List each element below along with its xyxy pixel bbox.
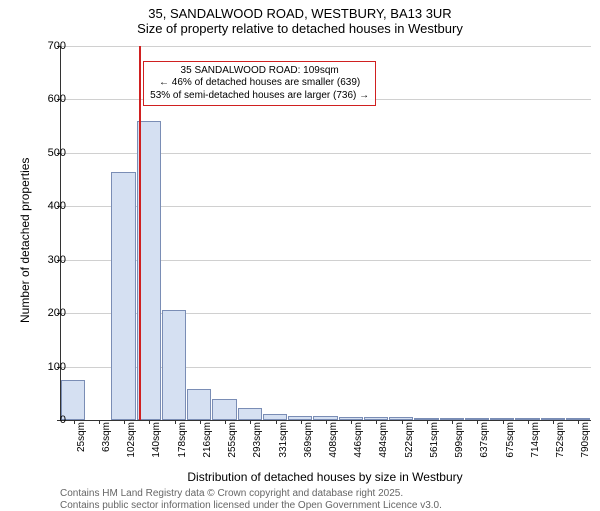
- chart-plot-area: 35 SANDALWOOD ROAD: 109sqm← 46% of detac…: [60, 46, 591, 421]
- x-tick-label: 63sqm: [101, 422, 112, 466]
- x-tick-label: 255sqm: [227, 422, 238, 466]
- y-tick-label: 600: [36, 93, 66, 105]
- x-tick-label: 102sqm: [126, 422, 137, 466]
- y-tick-label: 500: [36, 147, 66, 159]
- x-tick-label: 484sqm: [378, 422, 389, 466]
- x-tick-label: 25sqm: [76, 422, 87, 466]
- y-tick-label: 100: [36, 361, 66, 373]
- y-axis-label: Number of detached properties: [18, 158, 32, 323]
- y-tick-label: 400: [36, 200, 66, 212]
- x-tick-label: 408sqm: [328, 422, 339, 466]
- x-tick-label: 331sqm: [278, 422, 289, 466]
- histogram-bar: [238, 408, 262, 420]
- y-tick-label: 0: [36, 414, 66, 426]
- annotation-box: 35 SANDALWOOD ROAD: 109sqm← 46% of detac…: [143, 61, 376, 107]
- histogram-bar: [162, 310, 186, 420]
- annotation-line: ← 46% of detached houses are smaller (63…: [150, 77, 369, 90]
- x-tick-label: 293sqm: [252, 422, 263, 466]
- chart-title-line2: Size of property relative to detached ho…: [0, 21, 600, 40]
- histogram-bar: [187, 389, 211, 420]
- x-tick-label: 369sqm: [303, 422, 314, 466]
- x-tick-label: 561sqm: [429, 422, 440, 466]
- x-tick-label: 790sqm: [580, 422, 591, 466]
- footer-line2: Contains public sector information licen…: [60, 500, 442, 511]
- x-tick-label: 178sqm: [177, 422, 188, 466]
- x-tick-label: 637sqm: [479, 422, 490, 466]
- x-tick-label: 140sqm: [151, 422, 162, 466]
- x-tick-label: 752sqm: [555, 422, 566, 466]
- x-tick-label: 522sqm: [404, 422, 415, 466]
- histogram-bar: [111, 172, 135, 420]
- y-tick-label: 700: [36, 40, 66, 52]
- histogram-bar: [212, 399, 236, 420]
- x-tick-label: 714sqm: [530, 422, 541, 466]
- footer-line1: Contains HM Land Registry data © Crown c…: [60, 488, 403, 499]
- y-tick-label: 200: [36, 307, 66, 319]
- x-tick-label: 216sqm: [202, 422, 213, 466]
- x-tick-label: 599sqm: [454, 422, 465, 466]
- y-tick-label: 300: [36, 254, 66, 266]
- x-axis-label: Distribution of detached houses by size …: [60, 470, 590, 484]
- annotation-line: 35 SANDALWOOD ROAD: 109sqm: [150, 65, 369, 78]
- x-tick-label: 446sqm: [353, 422, 364, 466]
- chart-title-line1: 35, SANDALWOOD ROAD, WESTBURY, BA13 3UR: [0, 0, 600, 21]
- annotation-line: 53% of semi-detached houses are larger (…: [150, 90, 369, 103]
- x-tick-label: 675sqm: [505, 422, 516, 466]
- property-marker-line: [139, 46, 141, 420]
